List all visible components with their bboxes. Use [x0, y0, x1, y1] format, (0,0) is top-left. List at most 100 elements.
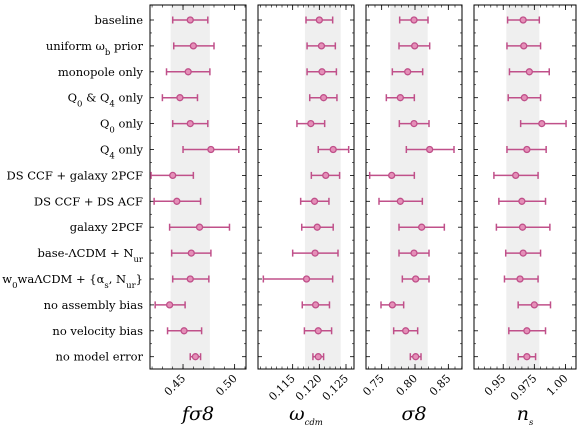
marker: [388, 301, 396, 309]
data-point: [368, 171, 416, 180]
data-point: [312, 353, 325, 361]
marker: [519, 249, 527, 257]
row-label: uniform ωb prior: [46, 39, 144, 58]
data-point: [161, 94, 199, 102]
data-point: [172, 42, 215, 50]
marker: [516, 275, 524, 283]
data-point: [154, 301, 186, 309]
marker: [318, 68, 326, 76]
marker: [523, 327, 531, 335]
row-label: DS CCF + galaxy 2PCF: [6, 168, 143, 182]
data-point: [310, 171, 341, 180]
data-point: [401, 275, 430, 283]
row-label: no velocity bias: [52, 324, 143, 338]
marker: [195, 223, 204, 231]
panel-frame: [365, 4, 463, 370]
shaded-band: [304, 5, 341, 369]
marker: [322, 171, 330, 180]
marker: [186, 119, 194, 128]
data-point: [168, 223, 231, 231]
data-point: [296, 119, 326, 128]
data-point: [171, 16, 209, 24]
row-label: w0waΛCDM + {αs, Nur}: [2, 272, 143, 291]
marker: [191, 353, 200, 361]
data-point: [299, 197, 330, 205]
marker: [523, 353, 531, 361]
data-point: [503, 275, 539, 283]
data-point: [398, 223, 446, 231]
data-point: [398, 42, 431, 50]
row-labels: baseline uniform ωb prior monopole only Q0 …: [2, 13, 144, 364]
data-point: [508, 327, 547, 335]
panel-frame: [473, 4, 577, 370]
data-point: [305, 16, 334, 24]
marker: [307, 119, 315, 128]
marker: [519, 16, 527, 24]
data-point: [517, 301, 552, 309]
data-point: [303, 327, 333, 335]
marker: [165, 301, 174, 309]
marker: [329, 145, 337, 154]
data-point: [308, 94, 338, 102]
data-point: [165, 68, 211, 76]
marker: [311, 301, 320, 309]
data-point: [398, 119, 430, 128]
data-point: [506, 145, 547, 154]
marker: [169, 171, 177, 180]
row-label: no assembly bias: [44, 298, 143, 312]
marker: [530, 301, 538, 309]
row-label: monopole only: [58, 65, 144, 79]
marker: [173, 197, 181, 205]
marker: [176, 94, 184, 102]
marker: [207, 145, 215, 154]
marker: [184, 68, 192, 76]
data-point: [170, 249, 212, 257]
data-point: [153, 197, 202, 205]
x-tick-label: 0.95: [482, 372, 509, 399]
data-point: [405, 145, 455, 154]
marker: [412, 353, 420, 361]
data-point: [506, 42, 542, 50]
x-axis-label: ns: [517, 403, 534, 428]
marker: [520, 42, 528, 50]
marker: [310, 197, 319, 205]
data-point: [508, 68, 551, 76]
panel-frame: [149, 4, 247, 370]
x-tick-label: 0.125: [320, 372, 351, 403]
data-point: [506, 16, 541, 24]
x-axis-label: σ8: [401, 403, 426, 425]
row-label: DS CCF + DS ACF: [34, 194, 143, 208]
data-point: [409, 353, 422, 361]
data-point: [300, 223, 334, 231]
marker: [404, 68, 412, 76]
data-point: [291, 249, 339, 257]
data-point: [306, 42, 337, 50]
marker: [302, 275, 311, 283]
x-tick-label: 0.115: [266, 372, 297, 403]
marker: [317, 42, 326, 50]
row-label: baseline: [95, 13, 144, 27]
marker: [187, 249, 195, 257]
data-point: [385, 94, 416, 102]
x-tick-label: 0.50: [213, 372, 240, 399]
marker: [426, 145, 434, 154]
x-axis-label: fσ8: [180, 403, 214, 425]
marker: [319, 94, 328, 102]
x-tick-label: 0.45: [162, 372, 189, 399]
shaded-band: [506, 5, 540, 369]
marker: [186, 275, 194, 283]
marker: [518, 223, 527, 231]
data-point: [189, 353, 202, 361]
data-point: [493, 171, 539, 180]
data-point: [380, 301, 405, 309]
marker: [410, 249, 418, 257]
data-point: [519, 119, 567, 128]
marker: [525, 68, 534, 76]
data-point: [171, 275, 210, 283]
marker: [313, 223, 321, 231]
data-point: [507, 94, 542, 102]
data-point: [306, 68, 338, 76]
data-point: [498, 197, 547, 205]
